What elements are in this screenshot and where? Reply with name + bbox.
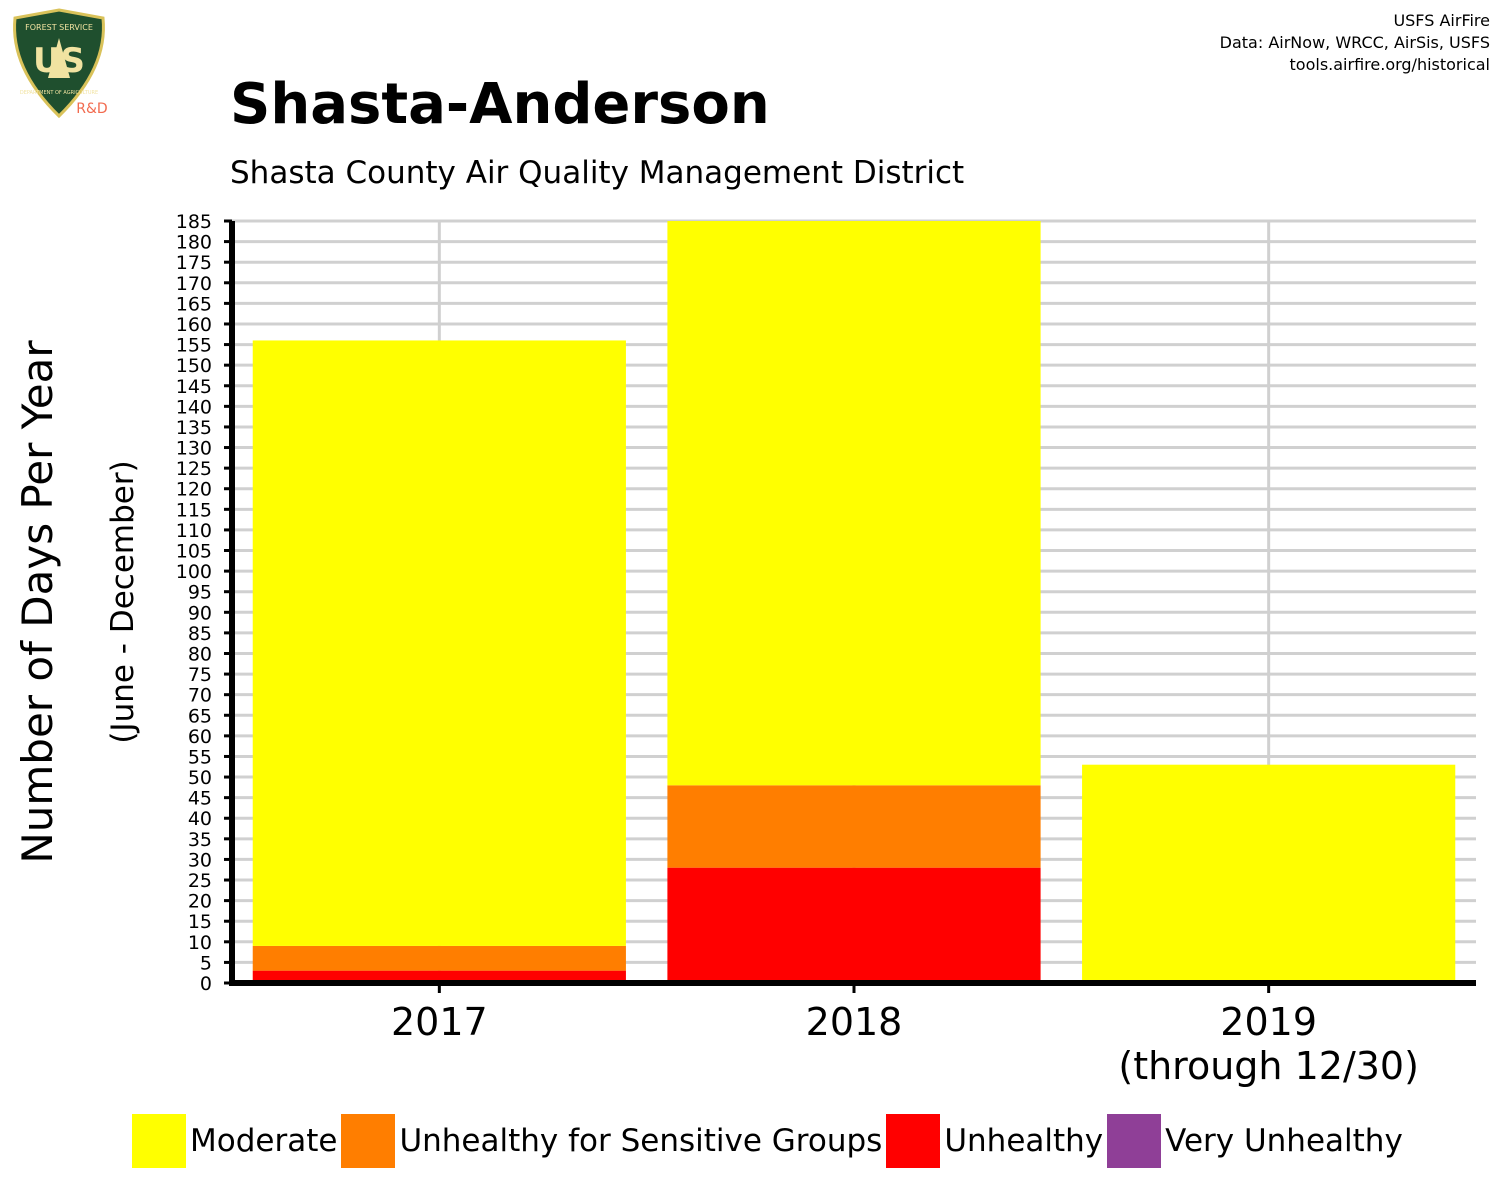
y-tick-label: 20 bbox=[188, 891, 212, 913]
y-tick-label: 150 bbox=[176, 355, 212, 377]
x-tick-label: 2019 bbox=[1220, 1000, 1317, 1044]
y-tick-label: 50 bbox=[188, 767, 212, 789]
bar-moderate bbox=[1082, 764, 1456, 983]
bar-moderate bbox=[252, 340, 626, 946]
legend-item: Unhealthy bbox=[886, 1114, 1103, 1168]
x-tick-label: 2018 bbox=[806, 1000, 903, 1044]
y-tick-label: 85 bbox=[188, 623, 212, 645]
y-tick-label: 55 bbox=[188, 746, 212, 768]
legend-swatch bbox=[886, 1114, 941, 1168]
y-tick-label: 180 bbox=[176, 232, 212, 254]
usfs-shield-logo: FOREST SERVICE US DEPARTMENT OF AGRICULT… bbox=[13, 8, 108, 119]
bar-layer bbox=[252, 221, 1456, 983]
y-tick-label: 105 bbox=[176, 541, 212, 563]
legend-swatch bbox=[132, 1114, 186, 1168]
bar-unhealthy bbox=[667, 867, 1041, 983]
y-tick-label: 90 bbox=[188, 602, 212, 624]
legend-label: Unhealthy for Sensitive Groups bbox=[399, 1123, 883, 1159]
y-tick-label: 100 bbox=[176, 561, 212, 583]
legend-item: Moderate bbox=[132, 1114, 337, 1168]
y-tick-label: 30 bbox=[188, 849, 212, 871]
y-tick-label: 140 bbox=[176, 396, 212, 418]
y-tick-label: 45 bbox=[188, 788, 212, 810]
logo-text-top: FOREST SERVICE bbox=[25, 23, 93, 32]
y-tick-label: 35 bbox=[188, 829, 212, 851]
y-tick-label: 115 bbox=[176, 499, 212, 521]
tree-icon bbox=[48, 38, 70, 78]
logo-text-bottom: DEPARTMENT OF AGRICULTURE bbox=[20, 90, 98, 96]
legend-label: Very Unhealthy bbox=[1165, 1123, 1403, 1159]
y-tick-label: 40 bbox=[188, 808, 212, 830]
y-tick-label: 160 bbox=[176, 314, 212, 336]
y-tick-label: 170 bbox=[176, 273, 212, 295]
axis-layer bbox=[224, 219, 1476, 993]
logo-badge: R&D bbox=[76, 101, 107, 117]
credit-line-source: USFS AirFire bbox=[1393, 11, 1490, 30]
y-tick-label: 60 bbox=[188, 726, 212, 748]
legend-item: Unhealthy for Sensitive Groups bbox=[341, 1114, 882, 1168]
y-tick-label: 75 bbox=[188, 664, 212, 686]
y-tick-label: 165 bbox=[176, 293, 212, 315]
y-tick-label: 120 bbox=[176, 479, 212, 501]
y-tick-label: 175 bbox=[176, 252, 212, 274]
credits: USFS AirFire Data: AirNow, WRCC, AirSis,… bbox=[1220, 10, 1490, 76]
y-tick-label: 130 bbox=[176, 438, 212, 460]
legend-item: Very Unhealthy bbox=[1107, 1114, 1403, 1168]
y-tick-label: 135 bbox=[176, 417, 212, 439]
legend-swatch bbox=[341, 1114, 396, 1168]
y-tick-label: 65 bbox=[188, 705, 212, 727]
bar-unhealthy-for-sensitive-groups bbox=[252, 945, 626, 971]
chart-title: Shasta-Anderson bbox=[230, 72, 770, 137]
legend: Moderate Unhealthy for Sensitive Groups Un… bbox=[132, 1113, 1407, 1169]
y-tick-label: 185 bbox=[176, 211, 212, 233]
y-tick-label: 155 bbox=[176, 335, 212, 357]
bar-unhealthy-for-sensitive-groups bbox=[667, 785, 1041, 868]
x-tick-sublabel: (through 12/30) bbox=[1118, 1044, 1419, 1088]
y-tick-label: 95 bbox=[188, 582, 212, 604]
bar-chart: 0510152025303540455055606570758085909510… bbox=[13, 211, 1476, 1088]
y-tick-label: 80 bbox=[188, 643, 212, 665]
y-axis-subtitle: (June - December) bbox=[105, 460, 141, 743]
y-tick-label: 125 bbox=[176, 458, 212, 480]
credit-line-data: Data: AirNow, WRCC, AirSis, USFS bbox=[1219, 33, 1490, 52]
y-tick-label: 145 bbox=[176, 376, 212, 398]
y-tick-label: 0 bbox=[200, 973, 212, 995]
chart-subtitle: Shasta County Air Quality Management Dis… bbox=[230, 155, 965, 191]
bar-moderate bbox=[667, 221, 1041, 786]
legend-swatch bbox=[1107, 1114, 1162, 1168]
y-tick-label: 110 bbox=[176, 520, 212, 542]
credit-line-url: tools.airfire.org/historical bbox=[1289, 55, 1490, 74]
y-tick-label: 5 bbox=[200, 952, 212, 974]
legend-label: Unhealthy bbox=[944, 1123, 1104, 1159]
bar-unhealthy bbox=[252, 970, 626, 983]
x-tick-label: 2017 bbox=[391, 1000, 488, 1044]
legend-label: Moderate bbox=[190, 1123, 338, 1159]
y-tick-label: 10 bbox=[188, 932, 212, 954]
y-tick-label: 15 bbox=[188, 911, 212, 933]
label-layer: 0510152025303540455055606570758085909510… bbox=[13, 211, 1419, 1088]
y-axis-title: Number of Days Per Year bbox=[13, 340, 62, 864]
y-tick-label: 25 bbox=[188, 870, 212, 892]
y-tick-label: 70 bbox=[188, 685, 212, 707]
